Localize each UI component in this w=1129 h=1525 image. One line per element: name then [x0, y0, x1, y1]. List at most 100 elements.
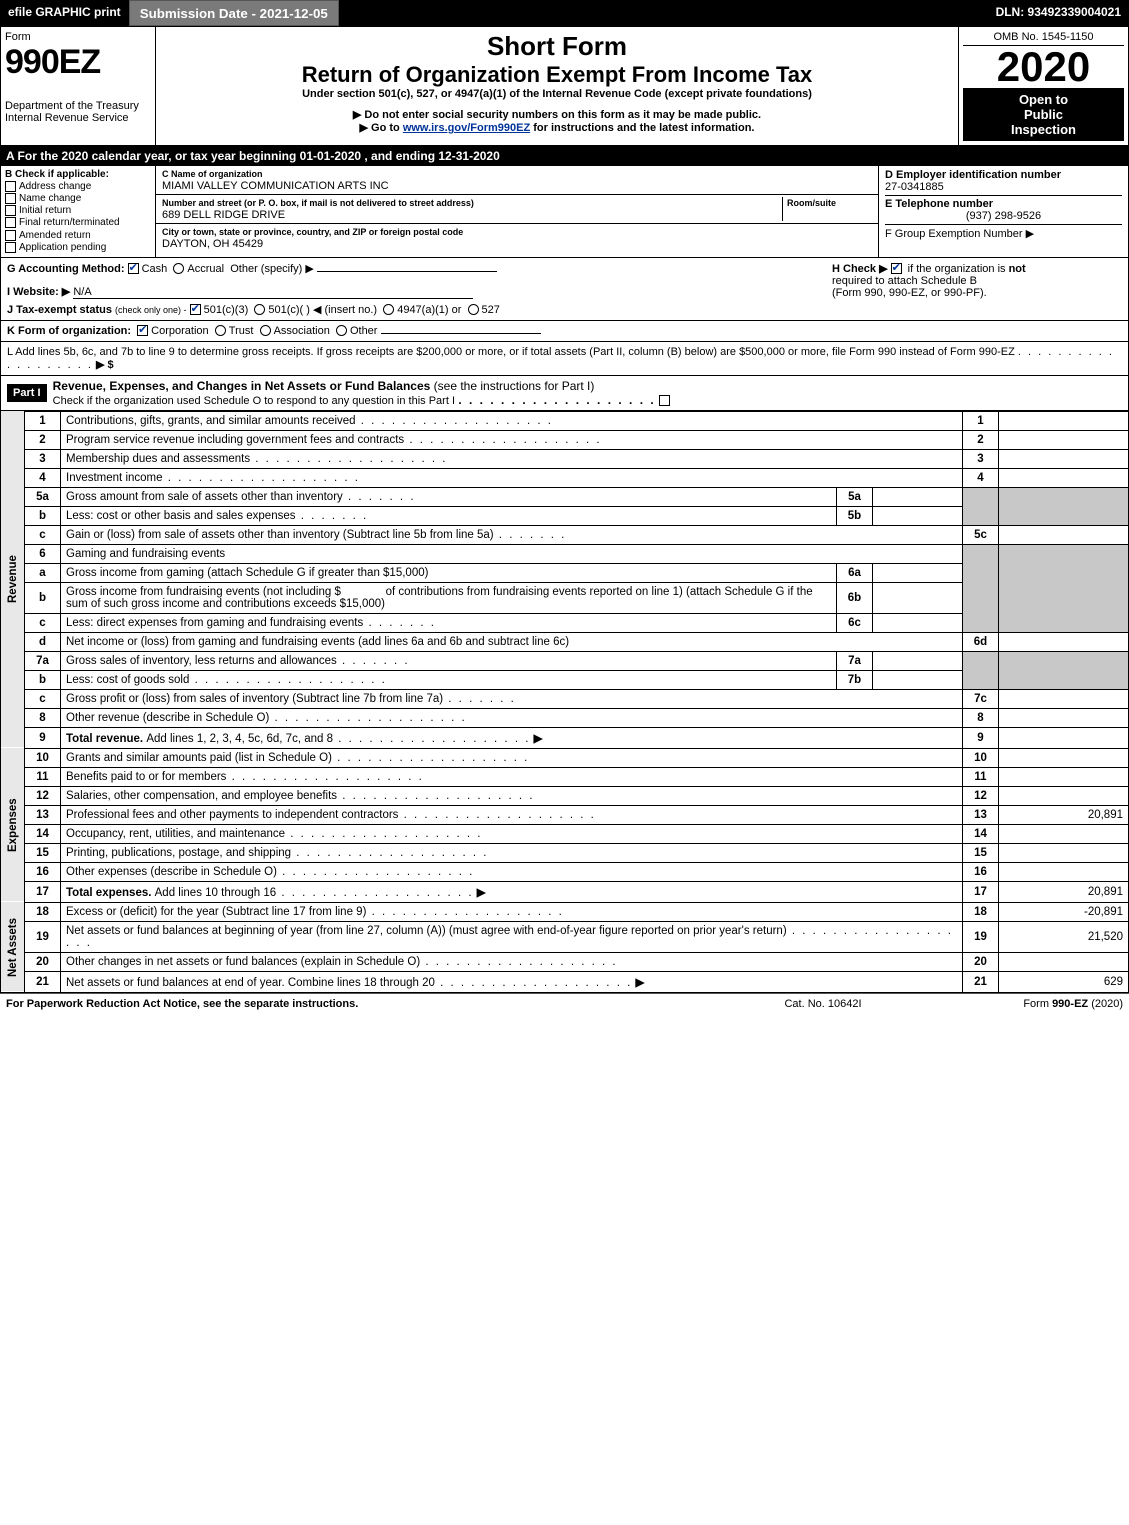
title-short-form: Short Form [164, 31, 950, 62]
desc-8: Other revenue (describe in Schedule O) [61, 708, 963, 727]
desc-21: Net assets or fund balances at end of ye… [61, 971, 963, 992]
submission-date-button[interactable]: Submission Date - 2021-12-05 [129, 0, 339, 26]
desc-4: Investment income [61, 468, 963, 487]
chk-501c[interactable] [254, 304, 265, 315]
line-g: G Accounting Method: Cash Accrual Other … [7, 262, 832, 275]
k-label: K Form of organization: [7, 325, 131, 337]
i-label: I Website: ▶ [7, 286, 70, 298]
topbar-spacer [339, 0, 988, 26]
netassets-side-label: Net Assets [1, 902, 25, 992]
chk-cash[interactable] [128, 263, 139, 274]
ein-value: 27-0341885 [885, 181, 1122, 193]
chk-527[interactable] [468, 304, 479, 315]
chk-address-change[interactable]: Address change [5, 181, 151, 192]
table-row: bLess: cost of goods sold7b [1, 670, 1129, 689]
org-city: DAYTON, OH 45429 [162, 238, 263, 250]
c-city-block: City or town, state or province, country… [156, 224, 878, 252]
c-city-label: City or town, state or province, country… [162, 227, 463, 237]
desc-6b: Gross income from fundraising events (no… [61, 582, 837, 613]
l-text: L Add lines 5b, 6c, and 7b to line 9 to … [7, 346, 1015, 358]
chk-initial-return[interactable]: Initial return [5, 205, 151, 216]
h-text3: (Form 990, 990-EZ, or 990-PF). [832, 287, 987, 299]
table-row: 8Other revenue (describe in Schedule O)8 [1, 708, 1129, 727]
f-label: F Group Exemption Number ▶ [885, 224, 1122, 240]
desc-7c: Gross profit or (loss) from sales of inv… [61, 689, 963, 708]
table-row: bGross income from fundraising events (n… [1, 582, 1129, 613]
desc-14: Occupancy, rent, utilities, and maintena… [61, 824, 963, 843]
desc-5b: Less: cost or other basis and sales expe… [61, 506, 837, 525]
table-row: 3Membership dues and assessments3 [1, 449, 1129, 468]
h-text2: required to attach Schedule B [832, 275, 977, 287]
amt-21: 629 [999, 971, 1129, 992]
amt-13: 20,891 [999, 805, 1129, 824]
table-row: Net Assets 18Excess or (deficit) for the… [1, 902, 1129, 921]
desc-6: Gaming and fundraising events [61, 544, 963, 563]
desc-11: Benefits paid to or for members [61, 767, 963, 786]
table-row: 6Gaming and fundraising events [1, 544, 1129, 563]
ghij-left: G Accounting Method: Cash Accrual Other … [7, 262, 832, 316]
chk-association[interactable] [260, 325, 271, 336]
c-addr-block: Number and street (or P. O. box, if mail… [156, 195, 878, 224]
part1-title: Revenue, Expenses, and Changes in Net As… [53, 379, 1122, 407]
col-c-org: C Name of organization MIAMI VALLEY COMM… [156, 166, 878, 257]
goto-line: ▶ Go to www.irs.gov/Form990EZ for instru… [164, 121, 950, 134]
dept-treasury: Department of the Treasury [5, 100, 151, 112]
g-label: G Accounting Method: [7, 263, 125, 275]
chk-amended-return[interactable]: Amended return [5, 230, 151, 241]
j-label: J Tax-exempt status [7, 304, 112, 316]
desc-6a: Gross income from gaming (attach Schedul… [61, 563, 837, 582]
ssn-warning: ▶ Do not enter social security numbers o… [164, 108, 950, 121]
form-table: Revenue 1 Contributions, gifts, grants, … [0, 411, 1129, 993]
irs-link[interactable]: www.irs.gov/Form990EZ [403, 122, 530, 134]
table-row: bLess: cost or other basis and sales exp… [1, 506, 1129, 525]
chk-accrual[interactable] [173, 263, 184, 274]
desc-6c: Less: direct expenses from gaming and fu… [61, 613, 837, 632]
l-arrow: ▶ $ [96, 359, 114, 371]
chk-other[interactable] [336, 325, 347, 336]
chk-4947[interactable] [383, 304, 394, 315]
chk-trust[interactable] [215, 325, 226, 336]
expenses-side-label: Expenses [1, 748, 25, 902]
efile-label: efile GRAPHIC print [0, 0, 129, 26]
open2: Public [967, 107, 1120, 122]
form-header: Form 990EZ Department of the Treasury In… [0, 26, 1129, 146]
desc-5a: Gross amount from sale of assets other t… [61, 487, 837, 506]
chk-application-pending[interactable]: Application pending [5, 242, 151, 253]
desc-9: Total revenue. Add lines 1, 2, 3, 4, 5c,… [61, 727, 963, 748]
ln-1: 1 [25, 411, 61, 430]
header-right: OMB No. 1545-1150 2020 Open to Public In… [958, 27, 1128, 145]
section-bcdef: B Check if applicable: Address change Na… [0, 166, 1129, 258]
table-row: 12Salaries, other compensation, and empl… [1, 786, 1129, 805]
c-addr-label: Number and street (or P. O. box, if mail… [162, 198, 474, 208]
chk-final-return[interactable]: Final return/terminated [5, 217, 151, 228]
line-l: L Add lines 5b, 6c, and 7b to line 9 to … [0, 342, 1129, 376]
line-h: H Check ▶ if the organization is not req… [832, 262, 1122, 316]
b-title: B Check if applicable: [5, 169, 151, 180]
desc-12: Salaries, other compensation, and employ… [61, 786, 963, 805]
footer-paperwork: For Paperwork Reduction Act Notice, see … [6, 998, 723, 1010]
amt-1 [999, 411, 1129, 430]
desc-6d: Net income or (loss) from gaming and fun… [61, 632, 963, 651]
part1-check-note: Check if the organization used Schedule … [53, 395, 455, 407]
chk-corporation[interactable] [137, 325, 148, 336]
chk-name-change[interactable]: Name change [5, 193, 151, 204]
line-i: I Website: ▶ N/A [7, 285, 832, 299]
g-other: Other (specify) ▶ [230, 263, 314, 275]
table-row: 7aGross sales of inventory, less returns… [1, 651, 1129, 670]
chk-h[interactable] [891, 263, 902, 274]
footer-formref: Form 990-EZ (2020) [923, 998, 1123, 1010]
chk-501c3[interactable] [190, 304, 201, 315]
chk-schedule-o-part1[interactable] [659, 395, 670, 406]
e-label: E Telephone number [885, 195, 1122, 210]
org-street: 689 DELL RIDGE DRIVE [162, 209, 285, 221]
desc-18: Excess or (deficit) for the year (Subtra… [61, 902, 963, 921]
dln-label: DLN: 93492339004021 [988, 0, 1129, 26]
table-row: 11Benefits paid to or for members11 [1, 767, 1129, 786]
header-mid: Short Form Return of Organization Exempt… [156, 27, 958, 145]
table-row: cLess: direct expenses from gaming and f… [1, 613, 1129, 632]
table-row: 15Printing, publications, postage, and s… [1, 843, 1129, 862]
footer-catno: Cat. No. 10642I [723, 998, 923, 1010]
h-text1: if the organization is [908, 263, 1009, 275]
table-row: 21Net assets or fund balances at end of … [1, 971, 1129, 992]
amt-17: 20,891 [999, 881, 1129, 902]
